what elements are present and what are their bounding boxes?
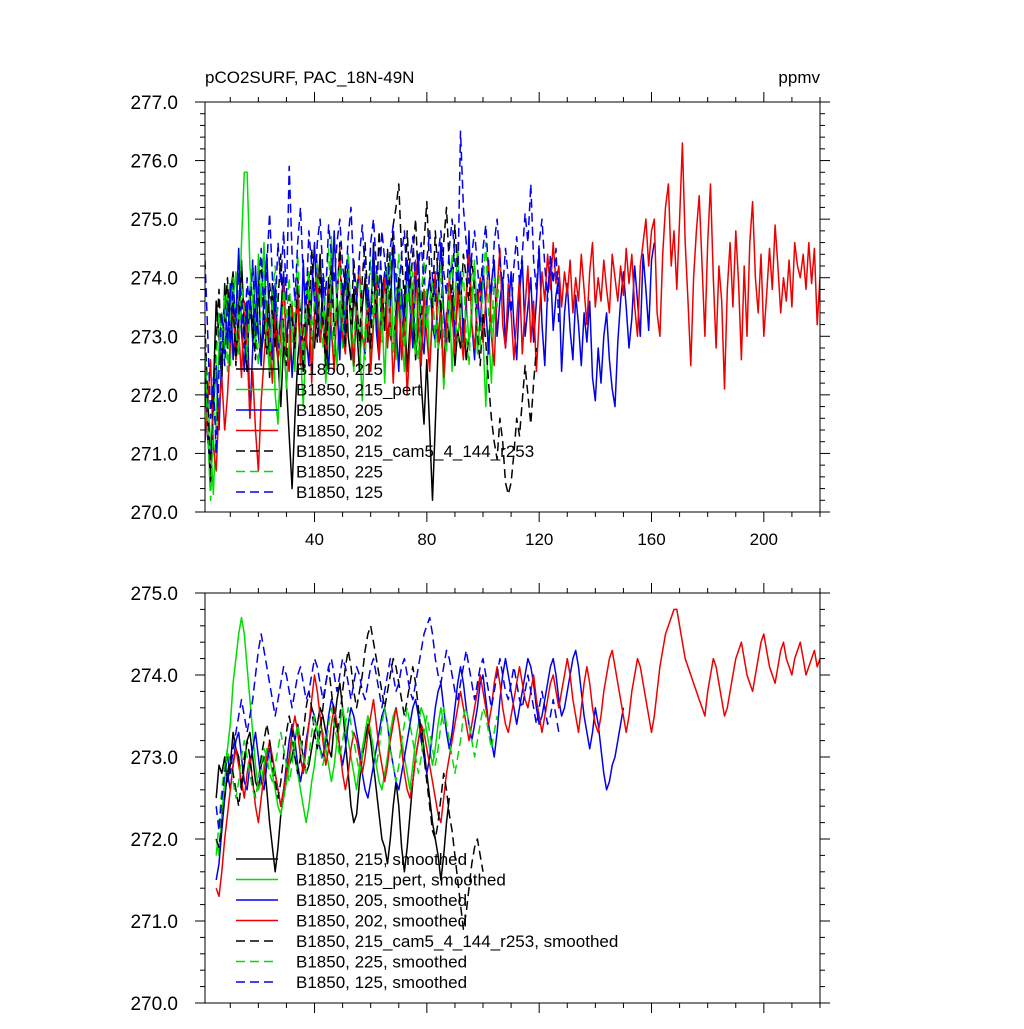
series-line-6 bbox=[205, 241, 501, 502]
x-tick-label: 120 bbox=[525, 530, 553, 549]
y-tick-label: 273.0 bbox=[130, 748, 178, 769]
y-tick-label: 273.0 bbox=[130, 327, 178, 348]
legend-label: B1850, 215_cam5_4_144_r253 bbox=[296, 442, 534, 461]
y-tick-label: 276.0 bbox=[130, 152, 178, 173]
y-tick-label: 270.0 bbox=[130, 994, 178, 1015]
legend-label: B1850, 215 bbox=[296, 360, 383, 379]
legend-label: B1850, 225 bbox=[296, 463, 383, 482]
units-label: ppmv bbox=[778, 68, 820, 87]
y-tick-label: 275.0 bbox=[130, 210, 178, 231]
series-line-7 bbox=[215, 616, 560, 832]
legend-label: B1850, 215_pert, smoothed bbox=[296, 871, 506, 890]
chart-title: pCO2SURF, PAC_18N-49N bbox=[205, 68, 414, 87]
series-group bbox=[215, 608, 820, 930]
x-tick-label: 160 bbox=[637, 530, 665, 549]
legend-label: B1850, 215_pert bbox=[296, 381, 422, 400]
x-tick-label: 80 bbox=[417, 530, 436, 549]
y-tick-label: 275.0 bbox=[130, 584, 178, 605]
x-tick-label: 40 bbox=[305, 530, 324, 549]
series-line-1 bbox=[215, 682, 451, 881]
y-tick-label: 271.0 bbox=[130, 912, 178, 933]
legend-label: B1850, 205, smoothed bbox=[296, 891, 467, 910]
legend-label: B1850, 225, smoothed bbox=[296, 953, 467, 972]
y-tick-label: 272.0 bbox=[130, 386, 178, 407]
series-line-4 bbox=[215, 608, 820, 898]
y-tick-label: 274.0 bbox=[130, 666, 178, 687]
legend-label: B1850, 215_cam5_4_144_r253, smoothed bbox=[296, 932, 618, 951]
y-tick-label: 271.0 bbox=[130, 444, 178, 465]
x-tick-label: 200 bbox=[750, 530, 778, 549]
series-group bbox=[205, 130, 820, 502]
plot-panel-2: 270.0 271.0 272.0 273.0 274.0 275.0 B1850, 215… bbox=[130, 583, 830, 1015]
y-tick-label: 277.0 bbox=[130, 93, 178, 114]
legend-label: B1850, 125, smoothed bbox=[296, 973, 467, 992]
plot-frame bbox=[204, 592, 821, 1004]
y-tick-label: 274.0 bbox=[130, 269, 178, 290]
series-line-5 bbox=[205, 183, 538, 496]
series-line-5 bbox=[215, 625, 484, 930]
legend-label: B1850, 202 bbox=[296, 422, 383, 441]
legend-label: B1850, 202, smoothed bbox=[296, 912, 467, 931]
plot-frame bbox=[204, 101, 821, 513]
legend: B1850, 215, smoothed B1850, 215_pert, smo… bbox=[236, 850, 618, 992]
series-line-7 bbox=[205, 130, 560, 455]
y-tick-label: 270.0 bbox=[130, 503, 178, 524]
plot-panel-1: 40 80 120 160 200 270.0 271.0 272.0 273.0 274.0 27… bbox=[130, 68, 830, 549]
legend-label: B1850, 215, smoothed bbox=[296, 850, 467, 869]
legend-label: B1850, 205 bbox=[296, 401, 383, 420]
legend-label: B1850, 125 bbox=[296, 483, 383, 502]
series-line-6 bbox=[215, 707, 498, 856]
series-line-4 bbox=[205, 142, 820, 472]
series-line-2 bbox=[215, 616, 445, 857]
y-tick-label: 272.0 bbox=[130, 830, 178, 851]
